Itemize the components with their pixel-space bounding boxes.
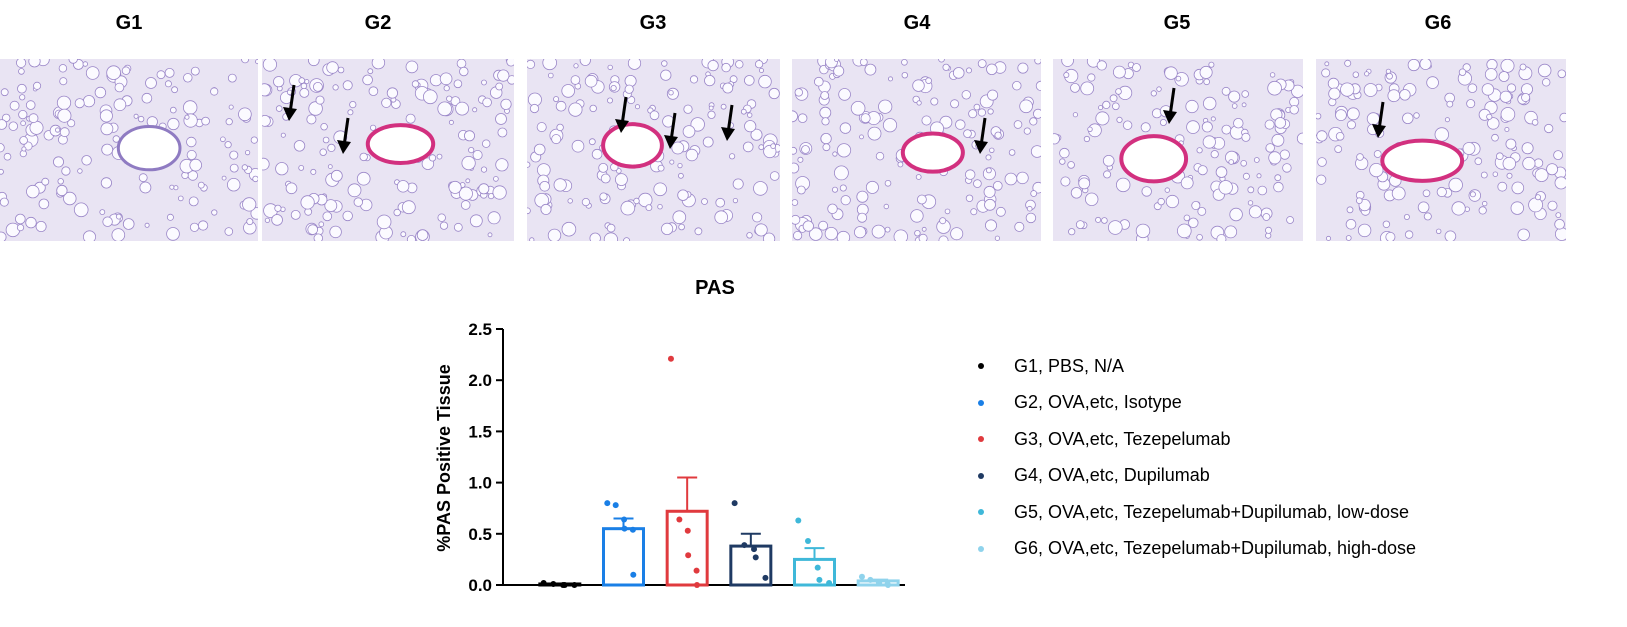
- legend-marker-icon: [978, 363, 984, 370]
- y-axis-label: %PAS Positive Tissue: [434, 364, 454, 551]
- legend-marker-icon: [978, 509, 984, 516]
- legend-item-g5: G5, OVA,etc, Tezepelumab+Dupilumab, low-…: [978, 494, 1416, 531]
- bar-g3: [665, 509, 709, 587]
- arrow-icon: [1372, 101, 1386, 138]
- arrow-icon: [283, 84, 297, 121]
- data-point-g2: [621, 525, 628, 532]
- micrograph-g4: [792, 59, 1041, 241]
- bar-g2: [602, 527, 645, 587]
- legend-label: G2, OVA,etc, Isotype: [1014, 392, 1182, 413]
- data-point-g3: [693, 582, 700, 588]
- data-point-g5: [805, 537, 811, 544]
- legend-label: G6, OVA,etc, Tezepelumab+Dupilumab, high…: [1014, 538, 1417, 559]
- data-point-g4: [752, 554, 759, 561]
- y-tick-label: 1.0: [468, 474, 492, 493]
- y-tick-label: 2.0: [468, 371, 492, 390]
- arrow-icon: [615, 96, 629, 133]
- legend-label: G5, OVA,etc, Tezepelumab+Dupilumab, low-…: [1014, 501, 1410, 522]
- data-point-g5: [826, 579, 833, 586]
- data-point-g6: [876, 579, 883, 586]
- micrograph-g2: [262, 59, 514, 241]
- legend-label: G4, OVA,etc, Dupilumab: [1014, 465, 1210, 486]
- arrow-icon: [664, 112, 678, 149]
- data-point-g2: [630, 571, 637, 578]
- data-point-g1: [561, 582, 568, 588]
- panel-label-g2: G2: [364, 12, 392, 34]
- data-point-g5: [816, 576, 823, 583]
- data-point-g6: [867, 576, 874, 583]
- data-point-g2: [621, 516, 628, 523]
- data-point-g1: [550, 580, 557, 587]
- data-point-g5: [814, 564, 821, 571]
- panel-label-g5: G5: [1163, 12, 1191, 34]
- data-point-g4: [731, 500, 738, 507]
- legend-marker-icon: [978, 399, 984, 406]
- panel-label-g6: G6: [1424, 12, 1452, 34]
- data-point-g2: [629, 526, 636, 533]
- data-point-g2: [612, 502, 619, 509]
- data-point-g1: [571, 582, 578, 588]
- data-point-g3: [667, 355, 674, 362]
- panel-label-g1: G1: [115, 12, 143, 34]
- legend-marker-icon: [978, 436, 984, 443]
- micrograph-g6: [1316, 59, 1566, 241]
- y-tick-label: 0.0: [468, 576, 492, 595]
- micrograph-g5: [1053, 59, 1303, 241]
- data-point-g4: [751, 546, 758, 553]
- data-point-g3: [676, 516, 683, 523]
- micrograph-g1: [0, 59, 258, 241]
- arrow-icon: [1163, 87, 1177, 124]
- arrow-icon: [721, 104, 735, 141]
- legend-item-g3: G3, OVA,etc, Tezepelumab: [978, 421, 1416, 458]
- data-point-g4: [762, 574, 769, 581]
- panel-label-g3: G3: [639, 12, 667, 34]
- legend-item-g4: G4, OVA,etc, Dupilumab: [978, 458, 1416, 495]
- panel-label-g4: G4: [903, 12, 931, 34]
- chart-title: PAS: [695, 277, 735, 299]
- data-point-g1: [540, 579, 547, 586]
- data-point-g2: [604, 500, 611, 507]
- arrow-icon: [337, 117, 351, 154]
- arrow-icon: [974, 117, 988, 154]
- data-point-g3: [693, 567, 700, 574]
- data-point-g3: [685, 552, 692, 559]
- y-tick-label: 0.5: [468, 525, 492, 544]
- legend-item-g1: G1, PBS, N/A: [978, 348, 1416, 385]
- data-point-g5: [795, 517, 802, 524]
- legend: G1, PBS, N/A G2, OVA,etc, Isotype G3, OVA,…: [978, 348, 1416, 567]
- legend-label: G1, PBS, N/A: [1014, 355, 1125, 376]
- micrograph-g3: [527, 59, 780, 241]
- legend-item-g6: G6, OVA,etc, Tezepelumab+Dupilumab, high…: [978, 531, 1416, 568]
- legend-marker-icon: [978, 472, 984, 479]
- y-tick-label: 1.5: [468, 422, 492, 441]
- data-point-g3: [684, 527, 691, 534]
- legend-label: G3, OVA,etc, Tezepelumab: [1014, 428, 1231, 449]
- data-point-g4: [741, 542, 748, 549]
- legend-marker-icon: [978, 545, 984, 552]
- data-point-g6: [884, 582, 891, 588]
- y-tick-label: 2.5: [468, 320, 492, 339]
- legend-item-g2: G2, OVA,etc, Isotype: [978, 385, 1416, 422]
- data-point-g6: [858, 573, 865, 580]
